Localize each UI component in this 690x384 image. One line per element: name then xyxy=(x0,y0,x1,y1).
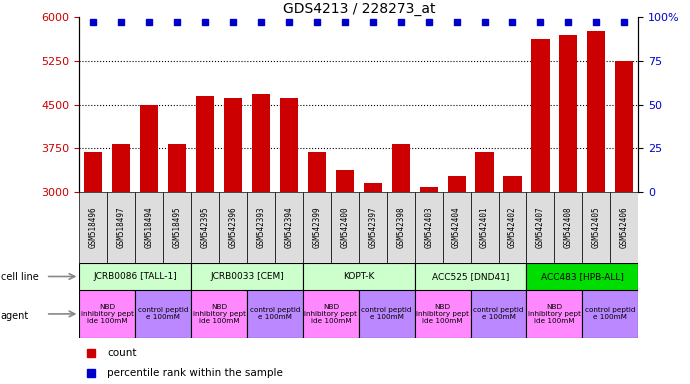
Bar xyxy=(359,192,386,263)
Bar xyxy=(135,290,191,338)
Bar xyxy=(448,176,466,192)
Text: control peptid
e 100mM: control peptid e 100mM xyxy=(138,308,188,320)
Bar xyxy=(331,192,359,263)
Bar xyxy=(386,192,415,263)
Text: GSM542394: GSM542394 xyxy=(284,207,293,248)
Bar xyxy=(415,192,443,263)
Bar xyxy=(392,144,410,192)
Text: cell line: cell line xyxy=(1,272,39,282)
Text: NBD
inhibitory pept
ide 100mM: NBD inhibitory pept ide 100mM xyxy=(193,304,246,324)
Bar xyxy=(79,192,108,263)
Bar xyxy=(79,290,135,338)
Text: control peptid
e 100mM: control peptid e 100mM xyxy=(473,308,524,320)
Bar xyxy=(560,35,578,192)
Bar xyxy=(555,192,582,263)
Bar xyxy=(336,170,354,192)
Text: NBD
inhibitory pept
ide 100mM: NBD inhibitory pept ide 100mM xyxy=(81,304,134,324)
Text: GSM542405: GSM542405 xyxy=(592,207,601,248)
Title: GDS4213 / 228273_at: GDS4213 / 228273_at xyxy=(282,2,435,16)
Bar xyxy=(498,192,526,263)
Text: GSM518494: GSM518494 xyxy=(145,207,154,248)
Text: GSM542402: GSM542402 xyxy=(508,207,517,248)
Text: GSM542395: GSM542395 xyxy=(201,207,210,248)
Bar xyxy=(526,263,638,290)
Text: GSM518497: GSM518497 xyxy=(117,207,126,248)
Text: control peptid
e 100mM: control peptid e 100mM xyxy=(362,308,412,320)
Text: NBD
inhibitory pept
ide 100mM: NBD inhibitory pept ide 100mM xyxy=(304,304,357,324)
Text: agent: agent xyxy=(1,311,29,321)
Text: GSM542400: GSM542400 xyxy=(340,207,349,248)
Bar xyxy=(526,290,582,338)
Text: GSM542403: GSM542403 xyxy=(424,207,433,248)
Text: GSM542398: GSM542398 xyxy=(396,207,405,248)
Bar xyxy=(275,192,303,263)
Text: GSM542404: GSM542404 xyxy=(452,207,461,248)
Text: ACC483 [HPB-ALL]: ACC483 [HPB-ALL] xyxy=(541,272,624,281)
Bar xyxy=(224,98,242,192)
Bar xyxy=(219,192,247,263)
Bar xyxy=(415,263,526,290)
Bar xyxy=(443,192,471,263)
Text: GSM542397: GSM542397 xyxy=(368,207,377,248)
Bar xyxy=(582,290,638,338)
Bar xyxy=(303,290,359,338)
Bar xyxy=(112,144,130,192)
Text: GSM542407: GSM542407 xyxy=(536,207,545,248)
Text: GSM518495: GSM518495 xyxy=(172,207,181,248)
Bar xyxy=(280,98,298,192)
Bar xyxy=(164,192,191,263)
Bar xyxy=(415,290,471,338)
Bar xyxy=(191,290,247,338)
Text: percentile rank within the sample: percentile rank within the sample xyxy=(108,368,283,378)
Bar xyxy=(531,40,549,192)
Text: control peptid
e 100mM: control peptid e 100mM xyxy=(250,308,300,320)
Bar xyxy=(303,192,331,263)
Bar xyxy=(526,192,555,263)
Bar xyxy=(475,152,493,192)
Bar xyxy=(303,263,415,290)
Bar xyxy=(196,96,214,192)
Text: GSM518496: GSM518496 xyxy=(89,207,98,248)
Text: KOPT-K: KOPT-K xyxy=(343,272,375,281)
Bar xyxy=(359,290,415,338)
Bar xyxy=(247,192,275,263)
Text: NBD
inhibitory pept
ide 100mM: NBD inhibitory pept ide 100mM xyxy=(528,304,581,324)
Text: count: count xyxy=(108,348,137,358)
Bar xyxy=(168,144,186,192)
Bar xyxy=(587,31,605,192)
Text: ACC525 [DND41]: ACC525 [DND41] xyxy=(432,272,509,281)
Text: NBD
inhibitory pept
ide 100mM: NBD inhibitory pept ide 100mM xyxy=(416,304,469,324)
Text: GSM542396: GSM542396 xyxy=(228,207,237,248)
Bar xyxy=(84,152,102,192)
Bar xyxy=(615,61,633,192)
Bar xyxy=(504,176,522,192)
Text: GSM542408: GSM542408 xyxy=(564,207,573,248)
Bar xyxy=(247,290,303,338)
Bar xyxy=(108,192,135,263)
Bar xyxy=(471,290,526,338)
Bar xyxy=(191,192,219,263)
Bar xyxy=(135,192,164,263)
Bar xyxy=(140,104,158,192)
Text: GSM542406: GSM542406 xyxy=(620,207,629,248)
Bar xyxy=(79,263,191,290)
Bar xyxy=(582,192,611,263)
Bar xyxy=(610,192,638,263)
Text: JCRB0033 [CEM]: JCRB0033 [CEM] xyxy=(210,272,284,281)
Text: GSM542393: GSM542393 xyxy=(257,207,266,248)
Text: GSM542399: GSM542399 xyxy=(313,207,322,248)
Bar xyxy=(471,192,498,263)
Bar xyxy=(252,94,270,192)
Text: control peptid
e 100mM: control peptid e 100mM xyxy=(585,308,635,320)
Text: GSM542401: GSM542401 xyxy=(480,207,489,248)
Bar xyxy=(420,187,437,192)
Bar xyxy=(364,183,382,192)
Bar xyxy=(308,152,326,192)
Bar xyxy=(191,263,303,290)
Text: JCRB0086 [TALL-1]: JCRB0086 [TALL-1] xyxy=(93,272,177,281)
